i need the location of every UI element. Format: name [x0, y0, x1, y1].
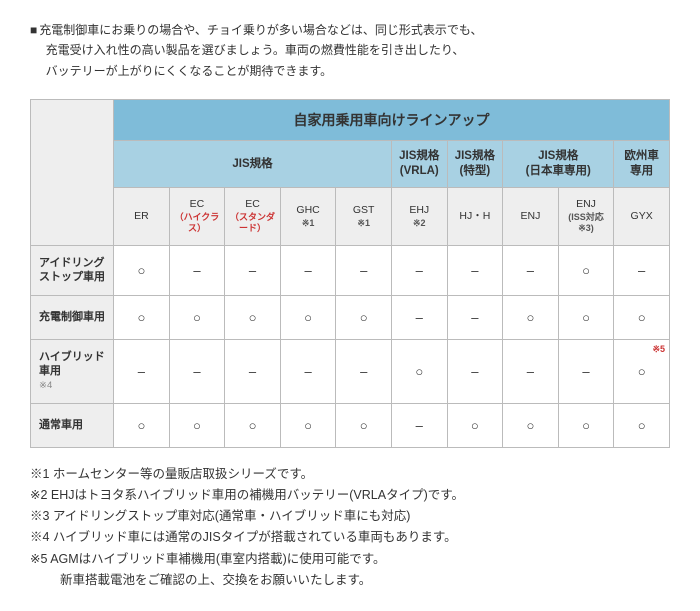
- data-cell: ○※5: [614, 339, 670, 403]
- data-cell: –: [447, 339, 503, 403]
- data-cell: –: [447, 246, 503, 296]
- col-header: EHJ※2: [391, 188, 447, 246]
- intro-line-1: 充電制御車にお乗りの場合や、チョイ乗りが多い場合などは、同じ形式表示でも、: [30, 20, 670, 40]
- lineup-header: 自家用乗用車向けラインアップ: [114, 100, 670, 141]
- footnotes: ※1 ホームセンター等の量販店取扱シリーズです。 ※2 EHJはトヨタ系ハイブリ…: [30, 464, 670, 592]
- data-cell: ○: [114, 403, 170, 447]
- data-cell: ○: [336, 403, 392, 447]
- col-header: EC（ハイクラス）: [169, 188, 225, 246]
- row-header: 充電制御車用: [31, 295, 114, 339]
- col-header: HJ・H: [447, 188, 503, 246]
- data-cell: –: [558, 339, 614, 403]
- data-cell: –: [225, 339, 281, 403]
- data-cell: –: [280, 246, 336, 296]
- data-cell: –: [503, 339, 559, 403]
- data-cell: ○: [391, 339, 447, 403]
- data-cell: ○: [225, 295, 281, 339]
- cat-header: JIS規格(特型): [447, 141, 503, 188]
- col-header: GST※1: [336, 188, 392, 246]
- footnote-4: ※4 ハイブリッド車には通常のJISタイプが搭載されている車両もあります。: [30, 527, 670, 548]
- data-cell: ○: [280, 295, 336, 339]
- data-cell: ○: [503, 403, 559, 447]
- footnote-1: ※1 ホームセンター等の量販店取扱シリーズです。: [30, 464, 670, 485]
- data-cell: –: [447, 295, 503, 339]
- data-cell: ○: [614, 403, 670, 447]
- col-header: GYX: [614, 188, 670, 246]
- data-cell: –: [169, 246, 225, 296]
- data-cell: ○: [225, 403, 281, 447]
- col-header: EC（スタンダード）: [225, 188, 281, 246]
- cat-header: 欧州車専用: [614, 141, 670, 188]
- cat-header: JIS規格(VRLA): [391, 141, 447, 188]
- data-cell: –: [169, 339, 225, 403]
- data-cell: –: [336, 339, 392, 403]
- row-header: 通常車用: [31, 403, 114, 447]
- cat-header: JIS規格(日本車専用): [503, 141, 614, 188]
- data-cell: ○: [558, 246, 614, 296]
- data-cell: ○: [169, 403, 225, 447]
- row-header: ハイブリッド車用※4: [31, 339, 114, 403]
- data-cell: ○: [336, 295, 392, 339]
- data-cell: ○: [503, 295, 559, 339]
- data-cell: –: [225, 246, 281, 296]
- cat-header: JIS規格: [114, 141, 392, 188]
- data-cell: ○: [114, 246, 170, 296]
- data-cell: ○: [447, 403, 503, 447]
- data-cell: ○: [614, 295, 670, 339]
- corner-cell: [31, 100, 114, 246]
- data-cell: –: [614, 246, 670, 296]
- data-cell: ○: [558, 295, 614, 339]
- data-cell: ○: [558, 403, 614, 447]
- data-cell: ○: [114, 295, 170, 339]
- lineup-table: 自家用乗用車向けラインアップ JIS規格JIS規格(VRLA)JIS規格(特型)…: [30, 99, 670, 447]
- col-header: ENJ(ISS対応※3): [558, 188, 614, 246]
- footnote-2: ※2 EHJはトヨタ系ハイブリッド車用の補機用バッテリー(VRLAタイプ)です。: [30, 485, 670, 506]
- intro-line-3: バッテリーが上がりにくくなることが期待できます。: [30, 61, 670, 81]
- data-cell: –: [391, 246, 447, 296]
- data-cell: –: [114, 339, 170, 403]
- footnote-5-cont: 新車搭載電池をご確認の上、交換をお願いいたします。: [30, 570, 670, 591]
- data-cell: ○: [169, 295, 225, 339]
- data-cell: –: [280, 339, 336, 403]
- data-cell: –: [391, 403, 447, 447]
- row-header: アイドリングストップ車用: [31, 246, 114, 296]
- footnote-3: ※3 アイドリングストップ車対応(通常車・ハイブリッド車にも対応): [30, 506, 670, 527]
- intro-block: 充電制御車にお乗りの場合や、チョイ乗りが多い場合などは、同じ形式表示でも、 充電…: [30, 20, 670, 81]
- intro-line-2: 充電受け入れ性の高い製品を選びましょう。車両の燃費性能を引き出したり、: [30, 40, 670, 60]
- footnote-5: ※5 AGMはハイブリッド車補機用(車室内搭載)に使用可能です。: [30, 549, 670, 570]
- data-cell: ○: [280, 403, 336, 447]
- col-header: ENJ: [503, 188, 559, 246]
- data-cell: –: [503, 246, 559, 296]
- cell-note: ※5: [652, 344, 665, 355]
- col-header: GHC※1: [280, 188, 336, 246]
- col-header: ER: [114, 188, 170, 246]
- data-cell: –: [336, 246, 392, 296]
- data-cell: –: [391, 295, 447, 339]
